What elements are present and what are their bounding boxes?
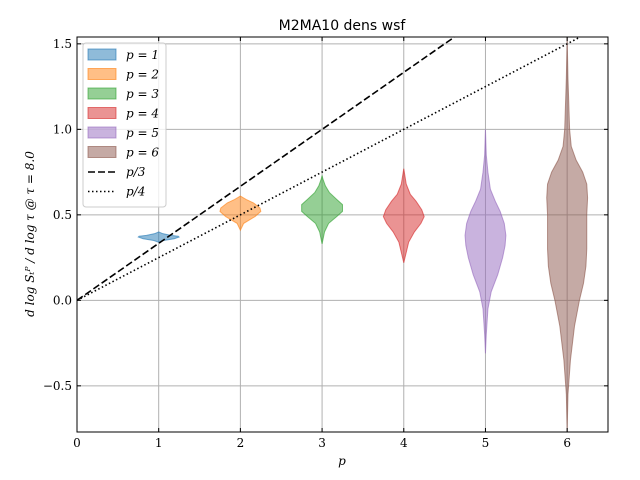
legend-label-p-4: p = 4: [126, 107, 159, 121]
violin-layer: [137, 36, 589, 433]
y-tick-label-4: 1.5: [53, 37, 72, 51]
reference-line-p-3: [76, 36, 455, 301]
axes-frame: [76, 36, 609, 433]
y-tick-label-0: −0.5: [43, 379, 72, 393]
x-axis-label: p: [338, 454, 346, 468]
violin-p-5: [464, 129, 507, 354]
violin-p-4: [382, 168, 425, 263]
legend-label-p-2: p = 2: [126, 68, 159, 82]
legend-label-p-6: p = 6: [126, 146, 159, 160]
legend-items: p = 1 p = 2 p = 3 p = 4 p = 5 p = 6 p/3 p/4: [87, 48, 159, 199]
legend-swatch-p-1: [87, 48, 117, 61]
legend-swatch-p-6: [87, 146, 117, 158]
legend-swatch-p-2: [87, 68, 117, 80]
legend-label-p-3: p/3: [126, 165, 146, 179]
x-tick-label-5: 5: [482, 436, 490, 450]
violin-p-3: [301, 175, 343, 245]
violin-p-6: [546, 36, 589, 433]
tick-layer: 0 1 2 3 4 5 6 −0.5 0.0 0.5 1.0 1.5: [43, 37, 608, 450]
x-tick-label-4: 4: [400, 436, 408, 450]
legend-swatch-p-5: [87, 126, 117, 139]
legend-label-p-4: p/4: [126, 185, 145, 199]
x-tick-label-0: 0: [73, 436, 81, 450]
legend-label-p-3: p = 3: [126, 87, 159, 101]
chart-title: M2MA10 dens wsf: [279, 18, 407, 34]
legend-label-p-5: p = 5: [126, 126, 159, 140]
x-tick-label-2: 2: [237, 436, 245, 450]
legend-swatch-p-3: [87, 87, 117, 100]
reference-line-p-4: [76, 36, 581, 302]
violin-p-2: [219, 195, 262, 232]
x-tick-label-1: 1: [155, 436, 163, 450]
reference-line-layer: [76, 36, 581, 302]
y-tick-label-3: 1.0: [53, 122, 72, 136]
y-tick-label-2: 0.5: [53, 208, 72, 222]
x-tick-label-6: 6: [563, 436, 571, 450]
y-tick-label-1: 0.0: [53, 293, 72, 307]
legend-swatch-p-4: [87, 107, 117, 119]
legend-label-p-1: p = 1: [126, 48, 159, 62]
y-axis-label: d log Sₜᴾ / d log τ @ τ = 8.0: [23, 151, 37, 317]
x-tick-label-3: 3: [318, 436, 326, 450]
legend: p = 1 p = 2 p = 3 p = 4 p = 5 p = 6 p/3 p/4: [82, 42, 167, 208]
legend-frame: [82, 42, 167, 208]
violin-p-1: [137, 231, 181, 243]
